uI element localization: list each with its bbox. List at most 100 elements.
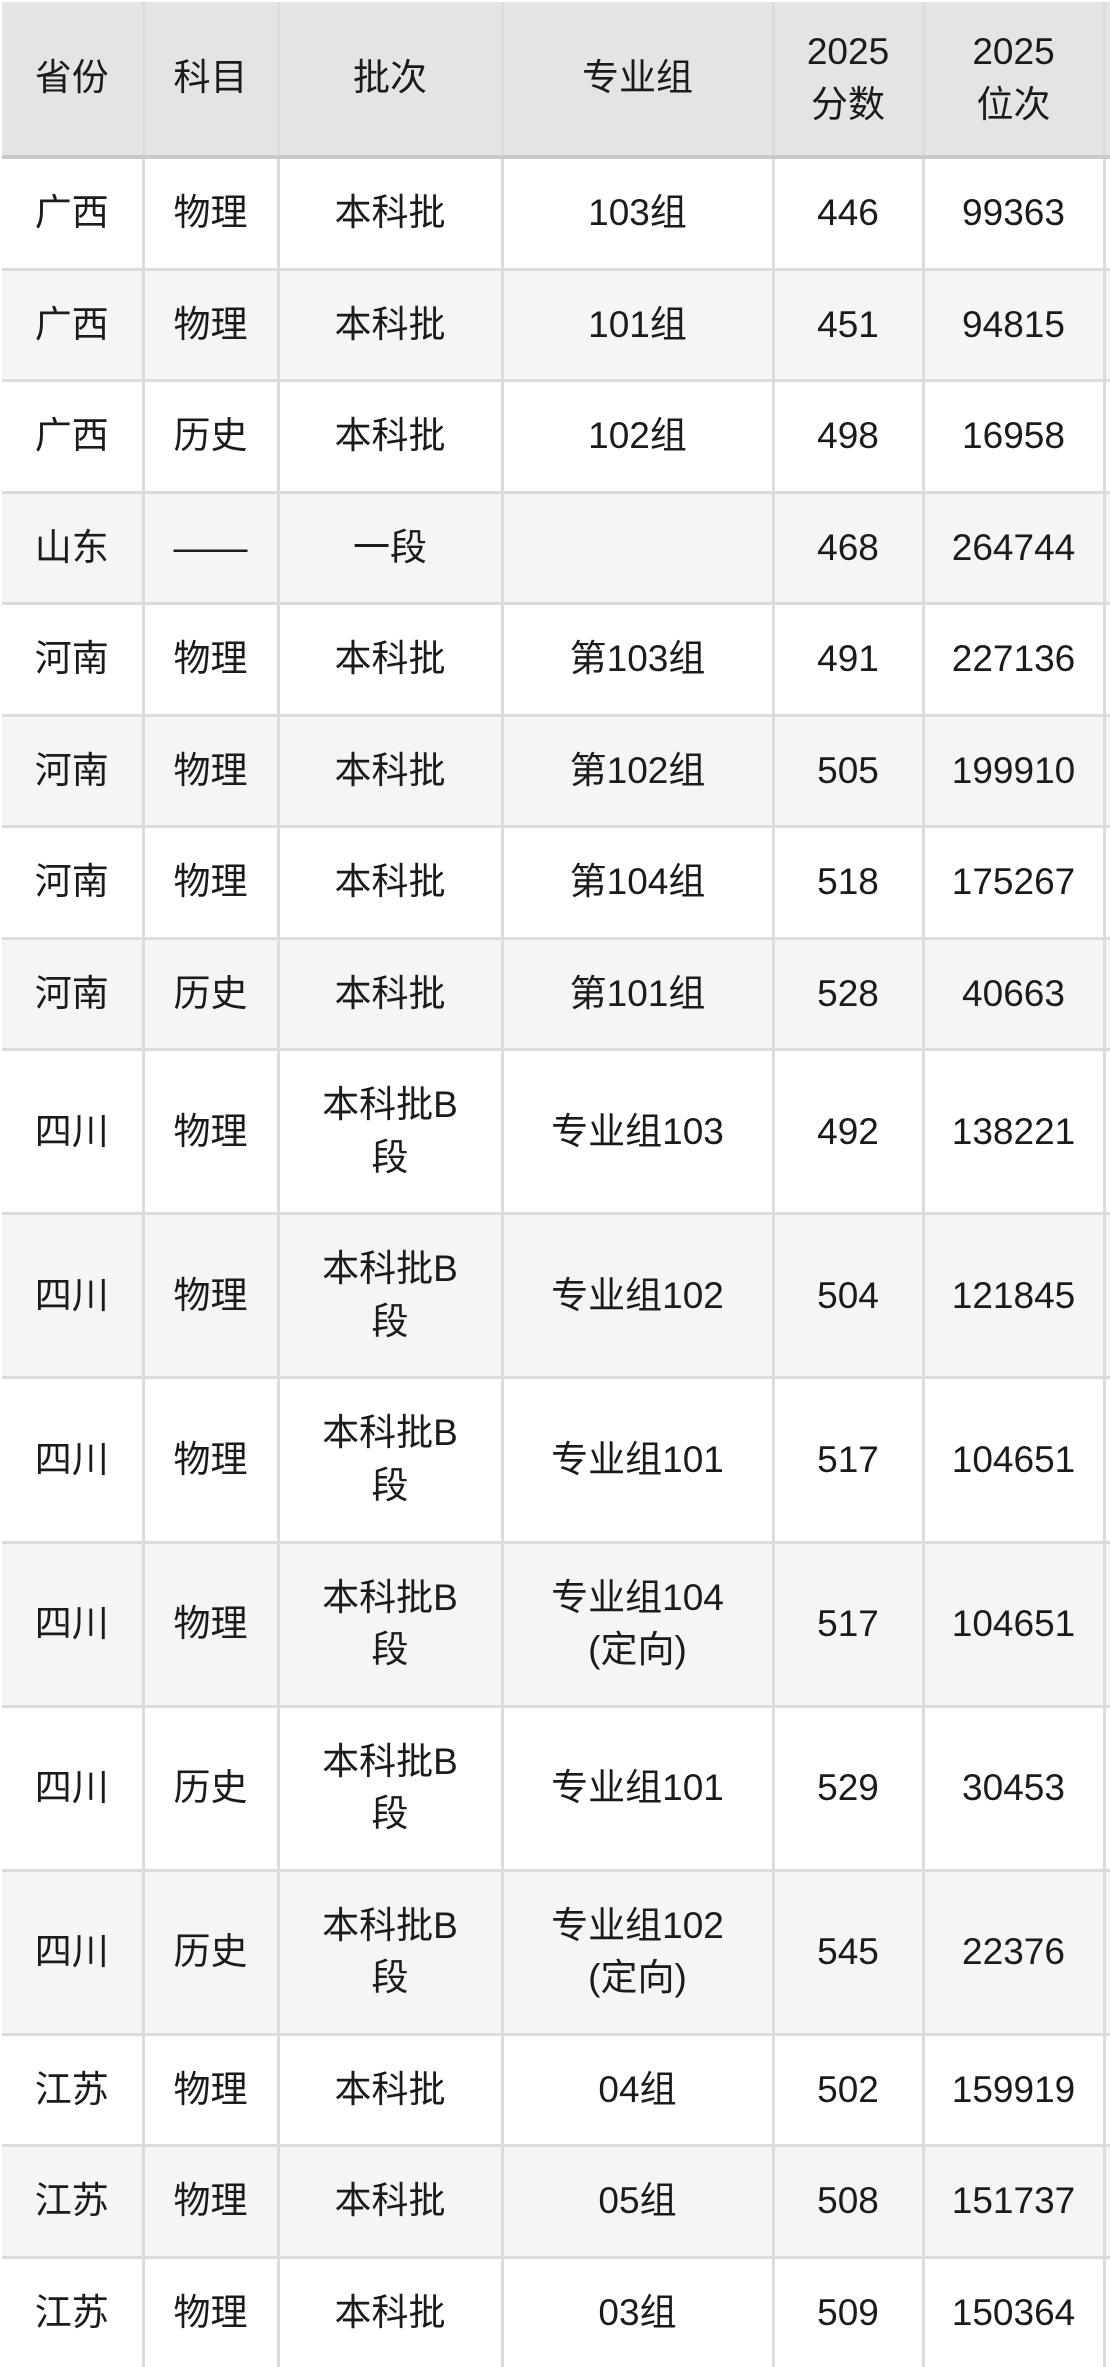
cell-rank2025: 30453	[921, 1704, 1106, 1872]
cell-cutoff-sliver	[1102, 1540, 1110, 1708]
cell-subject: 物理	[141, 2032, 280, 2148]
cell-cutoff-sliver	[1102, 2032, 1110, 2148]
cell-rank2025: 175267	[921, 825, 1106, 940]
cell-cutoff-sliver	[1102, 379, 1110, 494]
cell-subject: 物理	[141, 267, 280, 383]
cell-batch: 本科批	[276, 602, 504, 717]
cell-province: 广西	[0, 379, 145, 494]
cell-batch: 本科批B 段	[276, 1868, 504, 2036]
cell-cutoff-sliver	[1102, 602, 1110, 717]
cell-rank2025: 104651	[921, 1376, 1106, 1544]
cell-province: 河南	[0, 825, 145, 940]
table-row: 江苏 物理 本科批 03组 509 150364	[0, 2255, 1110, 2367]
cell-rank2025: 16958	[921, 379, 1106, 494]
cell-subject: 物理	[141, 155, 280, 271]
cell-province: 河南	[0, 713, 145, 829]
cell-score2025: 517	[771, 1376, 925, 1544]
cell-subject: ——	[141, 490, 280, 606]
cell-province: 四川	[0, 1868, 145, 2036]
cell-score2025: 509	[771, 2255, 925, 2367]
cell-subject: 物理	[141, 1376, 280, 1544]
cell-subject: 物理	[141, 1048, 280, 1216]
table-row: 四川 物理 本科批B 段专业组103 492 138221	[0, 1048, 1110, 1216]
cell-group: 03组	[500, 2255, 775, 2367]
table-row: 河南 历史 本科批 第101组 528 40663	[0, 936, 1110, 1052]
cell-cutoff-sliver	[1102, 490, 1110, 606]
cell-group: 04组	[500, 2032, 775, 2148]
cell-batch: 本科批B 段	[276, 1048, 504, 1216]
cell-score2025: 491	[771, 602, 925, 717]
cell-subject: 物理	[141, 602, 280, 717]
header-cell-subject: 科目	[141, 0, 280, 160]
cell-cutoff-sliver	[1102, 825, 1110, 940]
cell-batch: 本科批	[276, 713, 504, 829]
header-cell-cutoff-sliver	[1102, 0, 1110, 160]
cell-batch: 本科批	[276, 267, 504, 383]
table-row: 四川 物理 本科批B 段专业组101 517 104651	[0, 1376, 1110, 1544]
cell-cutoff-sliver	[1102, 2144, 1110, 2259]
cell-subject: 物理	[141, 825, 280, 940]
cell-group	[500, 490, 775, 606]
cell-subject: 物理	[141, 2144, 280, 2259]
cell-batch: 本科批	[276, 379, 504, 494]
cell-group: 第102组	[500, 713, 775, 829]
cell-score2025: 545	[771, 1868, 925, 2036]
cell-group: 第103组	[500, 602, 775, 717]
cell-group: 专业组101	[500, 1376, 775, 1544]
cell-rank2025: 227136	[921, 602, 1106, 717]
cell-group: 101组	[500, 267, 775, 383]
cell-cutoff-sliver	[1102, 1376, 1110, 1544]
cell-province: 河南	[0, 936, 145, 1052]
cell-province: 江苏	[0, 2032, 145, 2148]
cell-score2025: 529	[771, 1704, 925, 1872]
cell-province: 四川	[0, 1376, 145, 1544]
cell-cutoff-sliver	[1102, 936, 1110, 1052]
cell-batch: 本科批	[276, 155, 504, 271]
header-cell-score2025: 2025 分数	[771, 0, 925, 160]
cell-province: 四川	[0, 1704, 145, 1872]
cell-score2025: 528	[771, 936, 925, 1052]
cell-province: 广西	[0, 155, 145, 271]
cell-score2025: 508	[771, 2144, 925, 2259]
table-row: 河南 物理 本科批 第104组 518 175267	[0, 825, 1110, 940]
table-body: 广西 物理 本科批 103组 446 99363 广西 物理 本科批 101组 451 94815 广西…	[0, 155, 1110, 2367]
cell-cutoff-sliver	[1102, 1704, 1110, 1872]
table-row: 江苏 物理 本科批 05组 508 151737	[0, 2144, 1110, 2259]
cell-batch: 本科批	[276, 2144, 504, 2259]
cell-group: 第104组	[500, 825, 775, 940]
table-row: 广西 物理 本科批 103组 446 99363	[0, 155, 1110, 271]
cell-subject: 物理	[141, 713, 280, 829]
cell-subject: 历史	[141, 379, 280, 494]
cell-rank2025: 94815	[921, 267, 1106, 383]
table-row: 江苏 物理 本科批 04组 502 159919	[0, 2032, 1110, 2148]
cell-score2025: 518	[771, 825, 925, 940]
cell-subject: 物理	[141, 1540, 280, 1708]
cell-group: 专业组104 (定向)	[500, 1540, 775, 1708]
cell-score2025: 446	[771, 155, 925, 271]
cell-score2025: 468	[771, 490, 925, 606]
cell-province: 四川	[0, 1540, 145, 1708]
cell-score2025: 505	[771, 713, 925, 829]
table-row: 四川 历史 本科批B 段专业组101 529 30453	[0, 1704, 1110, 1872]
cell-group: 102组	[500, 379, 775, 494]
cell-group: 05组	[500, 2144, 775, 2259]
cell-group: 103组	[500, 155, 775, 271]
cell-rank2025: 99363	[921, 155, 1106, 271]
cell-group: 专业组103	[500, 1048, 775, 1216]
cell-group: 专业组102	[500, 1212, 775, 1380]
table-header: 省份 科目 批次 专业组 2025 分数 2025 位次	[0, 0, 1110, 160]
table-row: 河南 物理 本科批 第102组 505 199910	[0, 713, 1110, 829]
cell-subject: 历史	[141, 1868, 280, 2036]
cell-subject: 历史	[141, 936, 280, 1052]
cell-cutoff-sliver	[1102, 2255, 1110, 2367]
cell-cutoff-sliver	[1102, 1212, 1110, 1380]
header-cell-rank2025: 2025 位次	[921, 0, 1106, 160]
cell-province: 河南	[0, 602, 145, 717]
cell-rank2025: 264744	[921, 490, 1106, 606]
cell-group: 第101组	[500, 936, 775, 1052]
cell-score2025: 517	[771, 1540, 925, 1708]
cell-rank2025: 22376	[921, 1868, 1106, 2036]
table-row: 四川 物理 本科批B 段专业组102 504 121845	[0, 1212, 1110, 1380]
